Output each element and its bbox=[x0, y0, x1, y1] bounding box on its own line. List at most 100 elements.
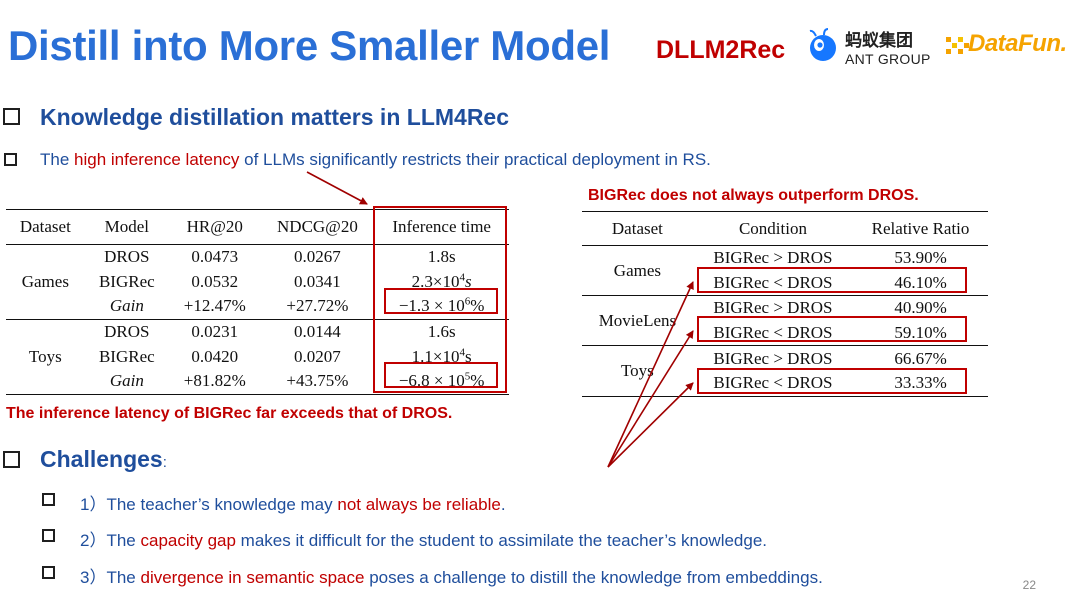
checkbox-bullet-icon bbox=[42, 493, 55, 506]
games-lose-highlight-box bbox=[697, 267, 967, 293]
ratio-cell: 46.10% bbox=[894, 272, 947, 292]
challenge-item: 3）The divergence in semantic space poses… bbox=[80, 563, 823, 588]
challenge-prefix: The bbox=[106, 568, 141, 587]
table-row: BIGRec < DROS 46.10% bbox=[582, 271, 988, 296]
time-exponent: 4 bbox=[459, 271, 466, 284]
ratio-cell: 59.10% bbox=[894, 323, 947, 343]
movielens-lose-highlight-box bbox=[697, 316, 967, 342]
table-header-row: Dataset Model HR@20 NDCG@20 Inference ti… bbox=[6, 209, 509, 245]
inference-time-highlight-box bbox=[373, 206, 507, 393]
hr-cell: 0.0532 bbox=[191, 271, 239, 291]
time-unit: s bbox=[465, 346, 472, 366]
challenge-prefix: The bbox=[106, 531, 141, 550]
dataset-cell: Games bbox=[613, 260, 662, 280]
toys-gain-highlight-box bbox=[384, 362, 498, 388]
condition-cell: BIGRec > DROS bbox=[713, 248, 833, 268]
outperform-caption: BIGRec does not always outperform DROS. bbox=[588, 187, 919, 204]
dataset-cell: Games bbox=[21, 271, 69, 291]
table-header-cell: Model bbox=[104, 217, 149, 236]
dataset-cell: Toys bbox=[620, 360, 654, 380]
checkbox-bullet-icon bbox=[3, 451, 20, 468]
challenge-highlight: capacity gap bbox=[140, 531, 236, 550]
table-row: Games DROS 0.0473 0.0267 1.8s bbox=[6, 245, 509, 291]
time-unit: s bbox=[465, 271, 472, 291]
challenge-suffix: . bbox=[500, 495, 506, 514]
section1-point-prefix: The bbox=[40, 150, 75, 169]
hr-cell: +81.82% bbox=[183, 371, 246, 391]
checkbox-bullet-icon bbox=[42, 566, 55, 579]
ndcg-cell: 0.0144 bbox=[294, 322, 341, 342]
model-cell: Gain bbox=[109, 371, 144, 391]
ndcg-cell: +43.75% bbox=[286, 371, 349, 391]
table-row: BIGRec < DROS 59.10% bbox=[582, 321, 988, 346]
games-gain-highlight-box bbox=[384, 288, 498, 314]
section1-point: The high inference latency of LLMs signi… bbox=[40, 150, 711, 170]
ndcg-cell: 0.0341 bbox=[294, 271, 341, 291]
relative-ratio-table: Dataset Condition Relative Ratio Games B… bbox=[582, 211, 988, 397]
challenges-colon: : bbox=[162, 454, 167, 471]
ratio-cell: 33.33% bbox=[894, 373, 947, 393]
challenge-number: 1） bbox=[80, 495, 107, 514]
hr-cell: +12.47% bbox=[183, 296, 246, 316]
model-cell: Gain bbox=[109, 296, 144, 316]
latency-table: Dataset Model HR@20 NDCG@20 Inference ti… bbox=[6, 209, 509, 395]
page-title: Distill into More Smaller Model bbox=[8, 22, 611, 69]
ant-group-cn: 蚂蚁集团 bbox=[845, 31, 913, 51]
ratio-cell: 40.90% bbox=[894, 298, 947, 318]
datafun-logo-icon bbox=[946, 37, 969, 54]
section1-point-suffix: of LLMs significantly restricts their pr… bbox=[239, 150, 711, 169]
model-cell: BIGRec bbox=[98, 346, 155, 366]
page-number: 22 bbox=[1022, 578, 1036, 592]
table-row: Gain +12.47% +27.72% −1.3 × 106% bbox=[6, 294, 509, 319]
table-header-cell: Inference time bbox=[392, 217, 491, 236]
condition-cell: BIGRec > DROS bbox=[713, 348, 833, 368]
brand-name: DLLM2Rec bbox=[656, 36, 786, 64]
time-cell: 1.8s bbox=[427, 247, 456, 267]
time-base: 1.1×10 bbox=[411, 346, 460, 366]
hr-cell: 0.0231 bbox=[191, 322, 239, 342]
section2-heading: Challenges: bbox=[40, 446, 167, 473]
table-header-row: Dataset Condition Relative Ratio bbox=[582, 211, 988, 246]
table-row: Toys DROS 0.0231 0.0144 1.6s bbox=[6, 319, 509, 366]
ratio-cell: 53.90% bbox=[894, 248, 947, 268]
section1-point-highlight: high inference latency bbox=[74, 150, 240, 169]
section1-heading: Knowledge distillation matters in LLM4Re… bbox=[40, 104, 510, 130]
table-header-cell: Dataset bbox=[611, 218, 663, 238]
time-base: −6.8 × 10 bbox=[398, 371, 465, 391]
table-row: Gain +81.82% +43.75% −6.8 × 105% bbox=[6, 369, 509, 395]
table-row: BIGRec < DROS 33.33% bbox=[582, 371, 988, 397]
dataset-cell: Toys bbox=[28, 346, 62, 366]
ndcg-cell: +27.72% bbox=[286, 296, 349, 316]
table-row: BIGRec 0.0532 0.0341 2.3×104s bbox=[6, 270, 509, 295]
ant-group-wordmark: 蚂蚁集团 ANT GROUP bbox=[845, 31, 931, 67]
toys-lose-highlight-box bbox=[697, 368, 967, 394]
checkbox-bullet-icon bbox=[4, 153, 17, 166]
condition-cell: BIGRec < DROS bbox=[713, 272, 833, 292]
condition-cell: BIGRec < DROS bbox=[713, 323, 833, 343]
time-exponent: 5 bbox=[464, 370, 471, 383]
dataset-cell: MovieLens bbox=[598, 310, 677, 330]
ratio-cell: 66.67% bbox=[894, 348, 947, 368]
challenge-highlight: not always be reliable bbox=[337, 495, 501, 514]
challenge-highlight: divergence in semantic space bbox=[140, 568, 365, 587]
time-cell: 1.1×104s bbox=[374, 344, 509, 369]
latency-arrow bbox=[306, 171, 368, 205]
challenges-title: Challenges bbox=[40, 446, 163, 472]
table-header-cell: Dataset bbox=[19, 217, 71, 236]
challenge-item: 1）The teacher’s knowledge may not always… bbox=[80, 490, 506, 515]
hr-cell: 0.0420 bbox=[191, 346, 239, 366]
time-unit: % bbox=[470, 296, 485, 316]
table-header-cell: HR@20 bbox=[186, 217, 243, 236]
time-exponent: 4 bbox=[459, 346, 466, 359]
table-row: BIGRec 0.0420 0.0207 1.1×104s bbox=[6, 344, 509, 369]
challenge-number: 2） bbox=[80, 531, 107, 550]
model-cell: BIGRec bbox=[98, 271, 155, 291]
challenge-prefix: The teacher’s knowledge may bbox=[106, 495, 338, 514]
time-exponent: 6 bbox=[464, 295, 471, 308]
time-cell: −1.3 × 106% bbox=[374, 294, 509, 319]
challenge-number: 3） bbox=[80, 568, 107, 587]
ant-group-logo-icon bbox=[809, 28, 836, 61]
table-row: MovieLens BIGRec > DROS 40.90% bbox=[582, 295, 988, 330]
checkbox-bullet-icon bbox=[3, 108, 20, 125]
challenge-item: 2）The capacity gap makes it difficult fo… bbox=[80, 526, 767, 551]
